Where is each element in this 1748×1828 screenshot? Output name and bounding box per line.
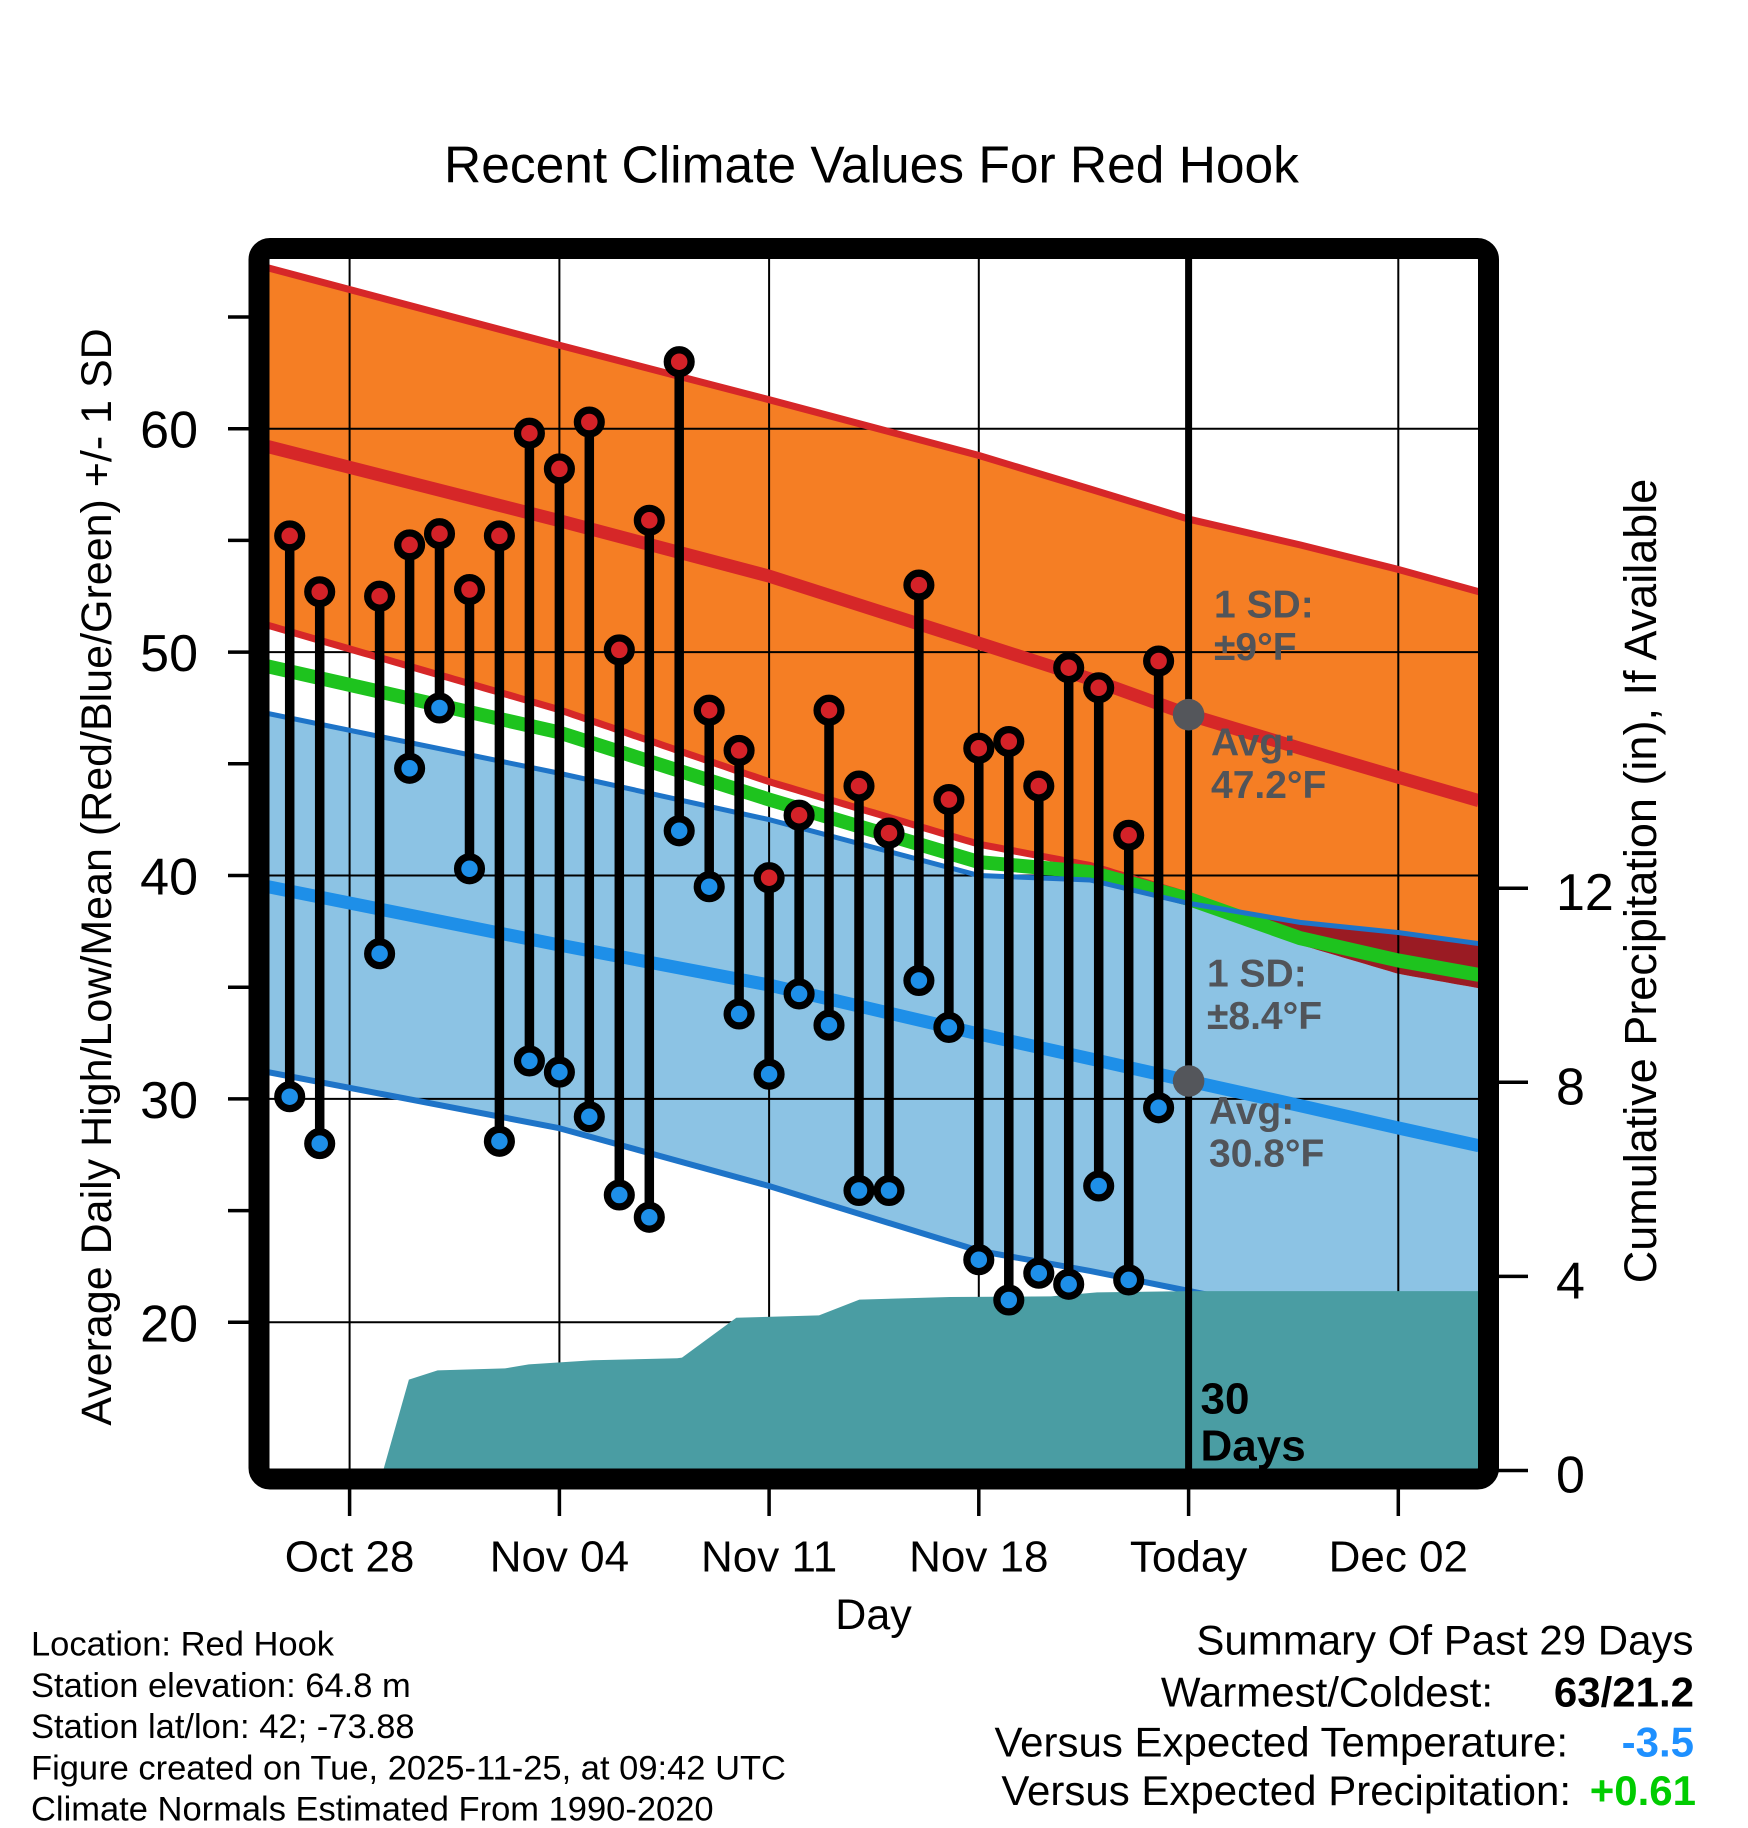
svg-text:30: 30 bbox=[1201, 1374, 1250, 1423]
svg-text:Nov 11: Nov 11 bbox=[701, 1533, 837, 1582]
svg-text:+0.61: +0.61 bbox=[1590, 1767, 1696, 1814]
svg-text:60: 60 bbox=[140, 402, 198, 460]
svg-text:47.2°F: 47.2°F bbox=[1211, 764, 1326, 807]
svg-text:Nov 18: Nov 18 bbox=[909, 1533, 1048, 1582]
svg-text:Days: Days bbox=[1201, 1422, 1306, 1471]
svg-text:Warmest/Coldest:: Warmest/Coldest: bbox=[1161, 1668, 1493, 1715]
svg-text:30: 30 bbox=[140, 1072, 198, 1130]
svg-text:30.8°F: 30.8°F bbox=[1209, 1133, 1324, 1176]
svg-text:Cumulative Precipitation (in),: Cumulative Precipitation (in), If Availa… bbox=[1615, 479, 1666, 1284]
svg-text:Location: Red Hook: Location: Red Hook bbox=[31, 1626, 335, 1664]
svg-text:Versus Expected Precipitation:: Versus Expected Precipitation: bbox=[1001, 1767, 1571, 1814]
svg-text:Today: Today bbox=[1130, 1533, 1247, 1582]
svg-text:4: 4 bbox=[1556, 1252, 1585, 1310]
svg-text:Avg:: Avg: bbox=[1211, 722, 1296, 765]
svg-text:Recent Climate Values For Red: Recent Climate Values For Red Hook bbox=[444, 135, 1299, 193]
svg-text:-3.5: -3.5 bbox=[1622, 1718, 1694, 1765]
svg-text:0: 0 bbox=[1556, 1447, 1585, 1505]
svg-text:1 SD:: 1 SD: bbox=[1207, 953, 1307, 996]
svg-text:Avg:: Avg: bbox=[1209, 1090, 1294, 1133]
svg-text:Average Daily High/Low/Mean (R: Average Daily High/Low/Mean (Red/Blue/Gr… bbox=[73, 328, 121, 1425]
svg-text:±8.4°F: ±8.4°F bbox=[1207, 995, 1322, 1038]
svg-text:Versus Expected Temperature:: Versus Expected Temperature: bbox=[994, 1718, 1568, 1765]
svg-text:Summary Of Past 29 Days: Summary Of Past 29 Days bbox=[1196, 1617, 1693, 1664]
svg-text:63/21.2: 63/21.2 bbox=[1554, 1668, 1694, 1715]
svg-text:50: 50 bbox=[140, 625, 198, 683]
svg-text:20: 20 bbox=[140, 1295, 198, 1353]
svg-text:Nov 04: Nov 04 bbox=[490, 1533, 629, 1582]
svg-text:±9°F: ±9°F bbox=[1214, 626, 1297, 669]
svg-text:12: 12 bbox=[1556, 864, 1614, 922]
svg-text:Station lat/lon: 42; -73.88: Station lat/lon: 42; -73.88 bbox=[31, 1708, 415, 1746]
svg-text:Station elevation: 64.8 m: Station elevation: 64.8 m bbox=[31, 1667, 411, 1705]
svg-text:Climate Normals Estimated From: Climate Normals Estimated From 1990-2020 bbox=[31, 1791, 714, 1828]
svg-text:1 SD:: 1 SD: bbox=[1214, 584, 1314, 627]
svg-text:Oct 28: Oct 28 bbox=[285, 1533, 415, 1582]
svg-text:Figure created on Tue, 2025-11: Figure created on Tue, 2025-11-25, at 09… bbox=[31, 1749, 786, 1787]
svg-text:Day: Day bbox=[835, 1591, 912, 1639]
svg-text:Dec 02: Dec 02 bbox=[1329, 1533, 1468, 1582]
svg-text:8: 8 bbox=[1556, 1058, 1585, 1116]
svg-text:40: 40 bbox=[140, 849, 198, 907]
